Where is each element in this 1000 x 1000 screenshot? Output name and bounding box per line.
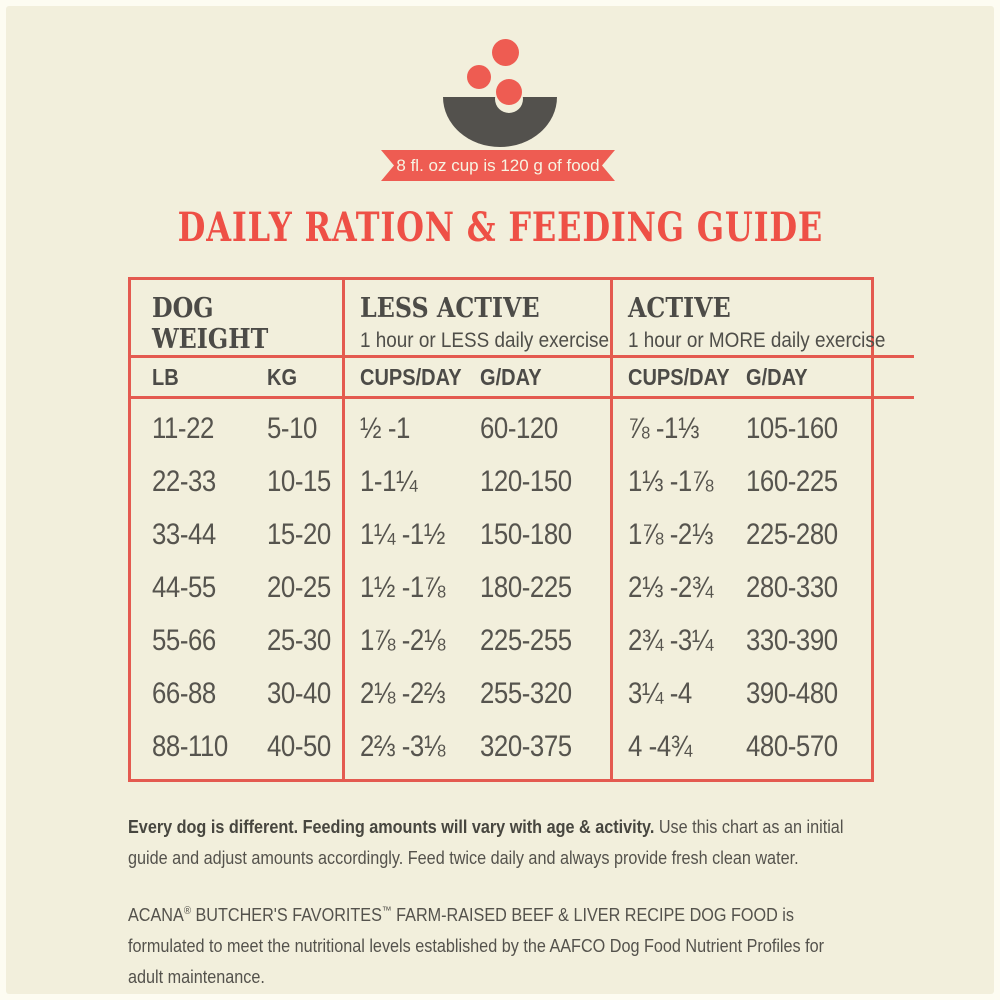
table-row: 2⅛ -2⅔ 255-320	[360, 676, 572, 710]
table-row: 55-66 25-30	[152, 623, 331, 657]
column-header-cups-day: CUPS/DAY	[360, 363, 462, 390]
group-title-less-active: LESS ACTIVE	[360, 293, 540, 324]
table-row: 3¼ -4 390-480	[628, 676, 838, 710]
column-header-lb: LB	[152, 363, 179, 390]
kibble-icon	[467, 65, 491, 89]
column-header-g-day: G/DAY	[746, 363, 808, 390]
registered-mark: ®	[183, 905, 191, 917]
table-row: 1⅞ -2⅛ 225-255	[360, 623, 572, 657]
group-title-dog-weight: DOG WEIGHT	[152, 293, 269, 356]
group-subtitle-active: 1 hour or MORE daily exercise	[628, 329, 886, 353]
page-title: DAILY RATION & FEEDING GUIDE	[177, 204, 823, 251]
table-row: 1⅞ -2⅓ 225-280	[628, 518, 838, 552]
table-row: 88-110 40-50	[152, 729, 331, 763]
table-row: 2⅓ -2¾ 280-330	[628, 570, 838, 604]
table-row: 2⅔ -3⅛ 320-375	[360, 729, 572, 763]
column-group-active: ACTIVE 1 hour or MORE daily exercise CUP…	[610, 280, 914, 779]
cup-measure-text: 8 fl. oz cup is 120 g of food	[396, 155, 600, 175]
kibble-icon	[496, 79, 522, 105]
feeding-guide-table: DOG WEIGHT LB KG 11-22 5-10 22-33 10-15 33…	[128, 277, 914, 782]
table-row: 1⅓ -1⅞ 160-225	[628, 465, 838, 499]
column-header-kg: KG	[267, 363, 298, 390]
table-row: 4 -4¾ 480-570	[628, 729, 838, 763]
table-row: 1¼ -1½ 150-180	[360, 518, 572, 552]
column-group-less-active: LESS ACTIVE 1 hour or LESS daily exercis…	[342, 280, 637, 779]
column-group-dog-weight: DOG WEIGHT LB KG 11-22 5-10 22-33 10-15 33…	[131, 280, 342, 779]
column-header-g-day: G/DAY	[480, 363, 542, 390]
feeding-note: Every dog is different. Feeding amounts …	[128, 817, 844, 868]
cup-measure-ribbon: 8 fl. oz cup is 120 g of food	[381, 150, 615, 181]
table-row: 11-22 5-10	[152, 412, 317, 446]
table-row: 33-44 15-20	[152, 518, 331, 552]
table-row: 22-33 10-15	[152, 465, 331, 499]
table-row: ½ -1 60-120	[360, 412, 558, 446]
column-header-cups-day: CUPS/DAY	[628, 363, 730, 390]
trademark-mark: ™	[381, 905, 392, 917]
aafco-statement: ACANA® BUTCHER'S FAVORITES™ FARM-RAISED …	[128, 905, 825, 987]
table-row: 66-88 30-40	[152, 676, 331, 710]
table-row: 44-55 20-25	[152, 570, 331, 604]
group-subtitle-less-active: 1 hour or LESS daily exercise	[360, 329, 609, 353]
table-row: 1½ -1⅞ 180-225	[360, 570, 572, 604]
table-row: 1-1¼ 120-150	[360, 465, 572, 499]
kibble-icon	[492, 39, 519, 66]
group-title-active: ACTIVE	[628, 293, 731, 324]
table-row: 2¾ -3¼ 330-390	[628, 623, 838, 657]
table-row: ⅞ -1⅓ 105-160	[628, 412, 838, 446]
